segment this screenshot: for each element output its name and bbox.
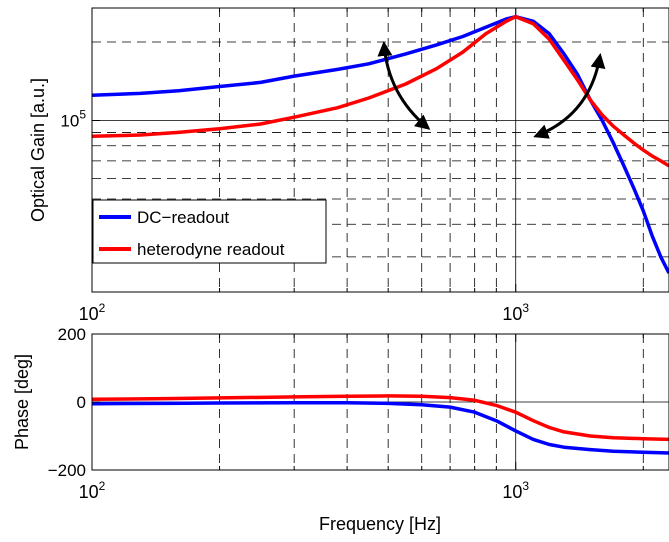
gain-x-tick-label: 102: [79, 301, 106, 324]
gain-series: [92, 14, 669, 274]
phase-panel: 102 103 200 0 −200 Phase [deg] Frequency [H…: [12, 325, 669, 534]
phase-y-tick-label: −200: [48, 461, 86, 480]
arrow-left-curved: [377, 41, 431, 130]
x-axis-label: Frequency [Hz]: [319, 514, 441, 534]
gain-axes-box: [91, 7, 669, 293]
phase-series: [92, 394, 669, 455]
phase-y-tick-label: 200: [58, 325, 86, 344]
gain-series-heterodyne: [92, 14, 669, 168]
phase-series-dc: [92, 400, 669, 455]
phase-x-tick-label: 102: [79, 479, 106, 502]
phase-x-tick-label: 103: [502, 479, 529, 502]
arrow-right-curved: [533, 53, 606, 139]
gain-annotation-arrows: [377, 41, 606, 139]
legend-box: [92, 199, 327, 264]
gain-y-axis-label: Optical Gain [a.u.]: [28, 78, 48, 222]
gain-panel: 102 103 105 Optical Gain [a.u.] DC−readou…: [28, 7, 669, 324]
legend-label-heterodyne: heterodyne readout: [137, 240, 285, 259]
phase-series-heterodyne: [92, 394, 669, 442]
legend-label-dc: DC−readout: [137, 208, 229, 227]
gain-y-ticks: 105: [60, 108, 100, 131]
gain-x-tick-label: 103: [502, 301, 529, 324]
gain-x-ticks: 102 103: [79, 301, 530, 324]
phase-y-axis-label: Phase [deg]: [12, 354, 32, 450]
legend: DC−readout heterodyne readout: [92, 199, 327, 264]
phase-x-ticks: 102 103: [79, 479, 530, 502]
gain-y-tick-label: 105: [60, 108, 86, 131]
phase-y-ticks: 200 0 −200: [48, 325, 100, 480]
phase-y-tick-label: 0: [77, 393, 86, 412]
